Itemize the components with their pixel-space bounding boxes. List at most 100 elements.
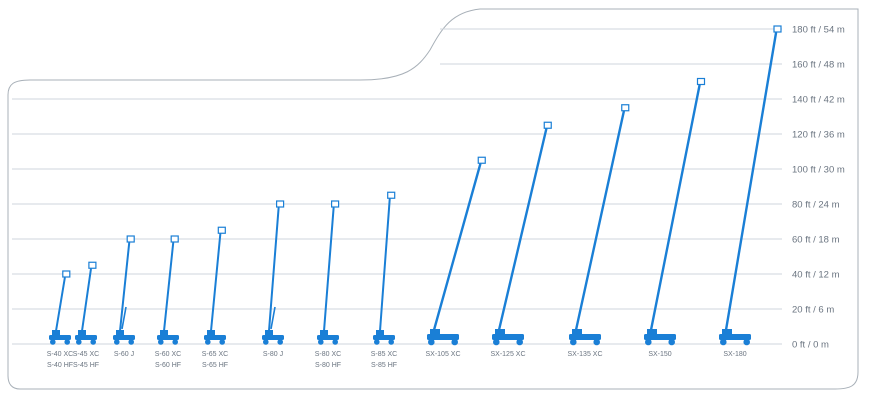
platform (696, 77, 706, 86)
model-label: S-45 HF (73, 362, 99, 369)
turntable (722, 329, 732, 334)
wheel (593, 338, 600, 346)
turntable (376, 330, 384, 335)
boom (379, 198, 391, 332)
wheel (451, 338, 459, 346)
machines (49, 25, 782, 346)
wheel (158, 339, 164, 345)
model-label: SX-150 (648, 351, 671, 358)
wheel (428, 338, 435, 346)
model-label: S-65 HF (202, 362, 228, 369)
y-tick-label: 20 ft / 6 m (792, 305, 834, 316)
chassis (262, 335, 284, 340)
wheel (263, 339, 269, 345)
model-label: S-80 HF (315, 362, 341, 369)
chassis (49, 335, 71, 340)
model-label: SX-125 XC (490, 351, 525, 358)
wheel (172, 339, 178, 345)
wheel (205, 339, 211, 345)
chassis (492, 334, 524, 340)
boom (323, 207, 335, 332)
y-tick-label: 120 ft / 36 m (792, 130, 845, 141)
y-tick-label: 80 ft / 24 m (792, 200, 840, 211)
boom (210, 233, 222, 332)
boom (119, 242, 131, 332)
machine (75, 261, 97, 345)
machine (204, 226, 226, 345)
wheel (76, 339, 82, 345)
chassis (157, 335, 179, 340)
turntable (647, 329, 657, 334)
wheel (90, 339, 96, 345)
model-label: S-40 HF (47, 362, 73, 369)
chassis (113, 335, 135, 340)
wheel (516, 338, 523, 346)
chassis (644, 334, 676, 340)
wheel (374, 339, 380, 345)
turntable (265, 330, 273, 335)
chassis (317, 335, 339, 340)
wheel (219, 339, 225, 345)
model-label: S-45 XC (73, 351, 99, 358)
machine (373, 191, 396, 345)
model-labels: S-40 XC S-40 HFS-45 XC S-45 HF S-60 J S-60 X… (47, 351, 747, 369)
wheel (388, 339, 395, 345)
y-tick-label: 100 ft / 30 m (792, 165, 845, 176)
model-label: S-60 HF (155, 362, 181, 369)
platform (621, 104, 630, 112)
turntable (207, 330, 215, 335)
machine (113, 235, 135, 345)
wheel (570, 338, 577, 346)
model-label: S-40 XC (47, 351, 73, 358)
turntable (160, 330, 168, 335)
wheel (720, 338, 727, 346)
boom (724, 31, 778, 332)
platform (170, 235, 179, 243)
platform (62, 270, 71, 278)
y-tick-label: 160 ft / 48 m (792, 60, 845, 71)
machine (262, 200, 285, 345)
machine (427, 156, 486, 346)
platform (387, 191, 396, 199)
wheel (493, 338, 500, 346)
platform (126, 235, 135, 243)
y-tick-label: 140 ft / 42 m (792, 95, 845, 106)
wheel (743, 338, 750, 346)
model-label: SX-135 XC (567, 351, 602, 358)
machine (644, 77, 706, 346)
wheel (645, 338, 652, 346)
machine (719, 25, 782, 346)
y-tick-label: 40 ft / 12 m (792, 270, 840, 281)
boom (81, 268, 92, 332)
chassis (719, 334, 751, 340)
gridlines (12, 28, 782, 345)
jib (121, 306, 127, 330)
platform (773, 25, 782, 33)
wheel (318, 339, 324, 345)
boom (163, 242, 175, 332)
boom (574, 110, 625, 332)
platform (331, 200, 340, 208)
platform (477, 156, 486, 164)
y-axis-labels: 180 ft / 54 m 160 ft / 48 m 140 ft / 42 m 1… (792, 25, 845, 351)
boom (649, 84, 701, 332)
y-tick-label: 60 ft / 18 m (792, 235, 840, 246)
chassis (569, 334, 601, 340)
turntable (52, 330, 60, 335)
machine (49, 270, 71, 345)
platform (217, 226, 226, 234)
platform (88, 261, 97, 269)
y-tick-label: 180 ft / 54 m (792, 25, 845, 36)
platform (543, 121, 552, 129)
boom (432, 163, 482, 332)
model-label: SX-180 (723, 351, 746, 358)
wheel (128, 339, 134, 345)
turntable (495, 329, 505, 334)
turntable (572, 329, 582, 334)
turntable (116, 330, 124, 335)
machine (317, 200, 340, 345)
chassis (427, 334, 459, 340)
model-label: S-60 J (114, 351, 134, 358)
